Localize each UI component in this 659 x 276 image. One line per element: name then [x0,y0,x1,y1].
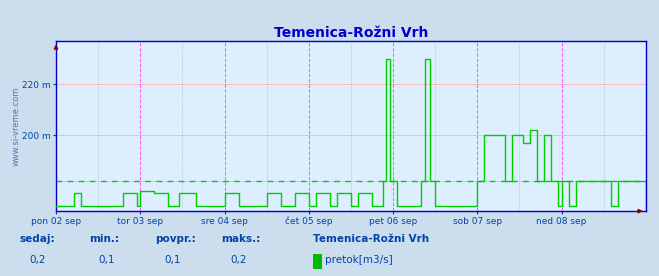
Text: 0,1: 0,1 [99,255,115,265]
Text: sedaj:: sedaj: [20,234,55,244]
Y-axis label: www.si-vreme.com: www.si-vreme.com [11,86,20,166]
Title: Temenica-Rožni Vrh: Temenica-Rožni Vrh [273,26,428,40]
Text: 0,2: 0,2 [30,255,46,265]
Text: 0,2: 0,2 [231,255,247,265]
Text: min.:: min.: [89,234,119,244]
Text: maks.:: maks.: [221,234,260,244]
Text: povpr.:: povpr.: [155,234,196,244]
Text: 0,1: 0,1 [165,255,181,265]
Text: Temenica-Rožni Vrh: Temenica-Rožni Vrh [313,234,429,244]
Text: pretok[m3/s]: pretok[m3/s] [325,255,393,265]
